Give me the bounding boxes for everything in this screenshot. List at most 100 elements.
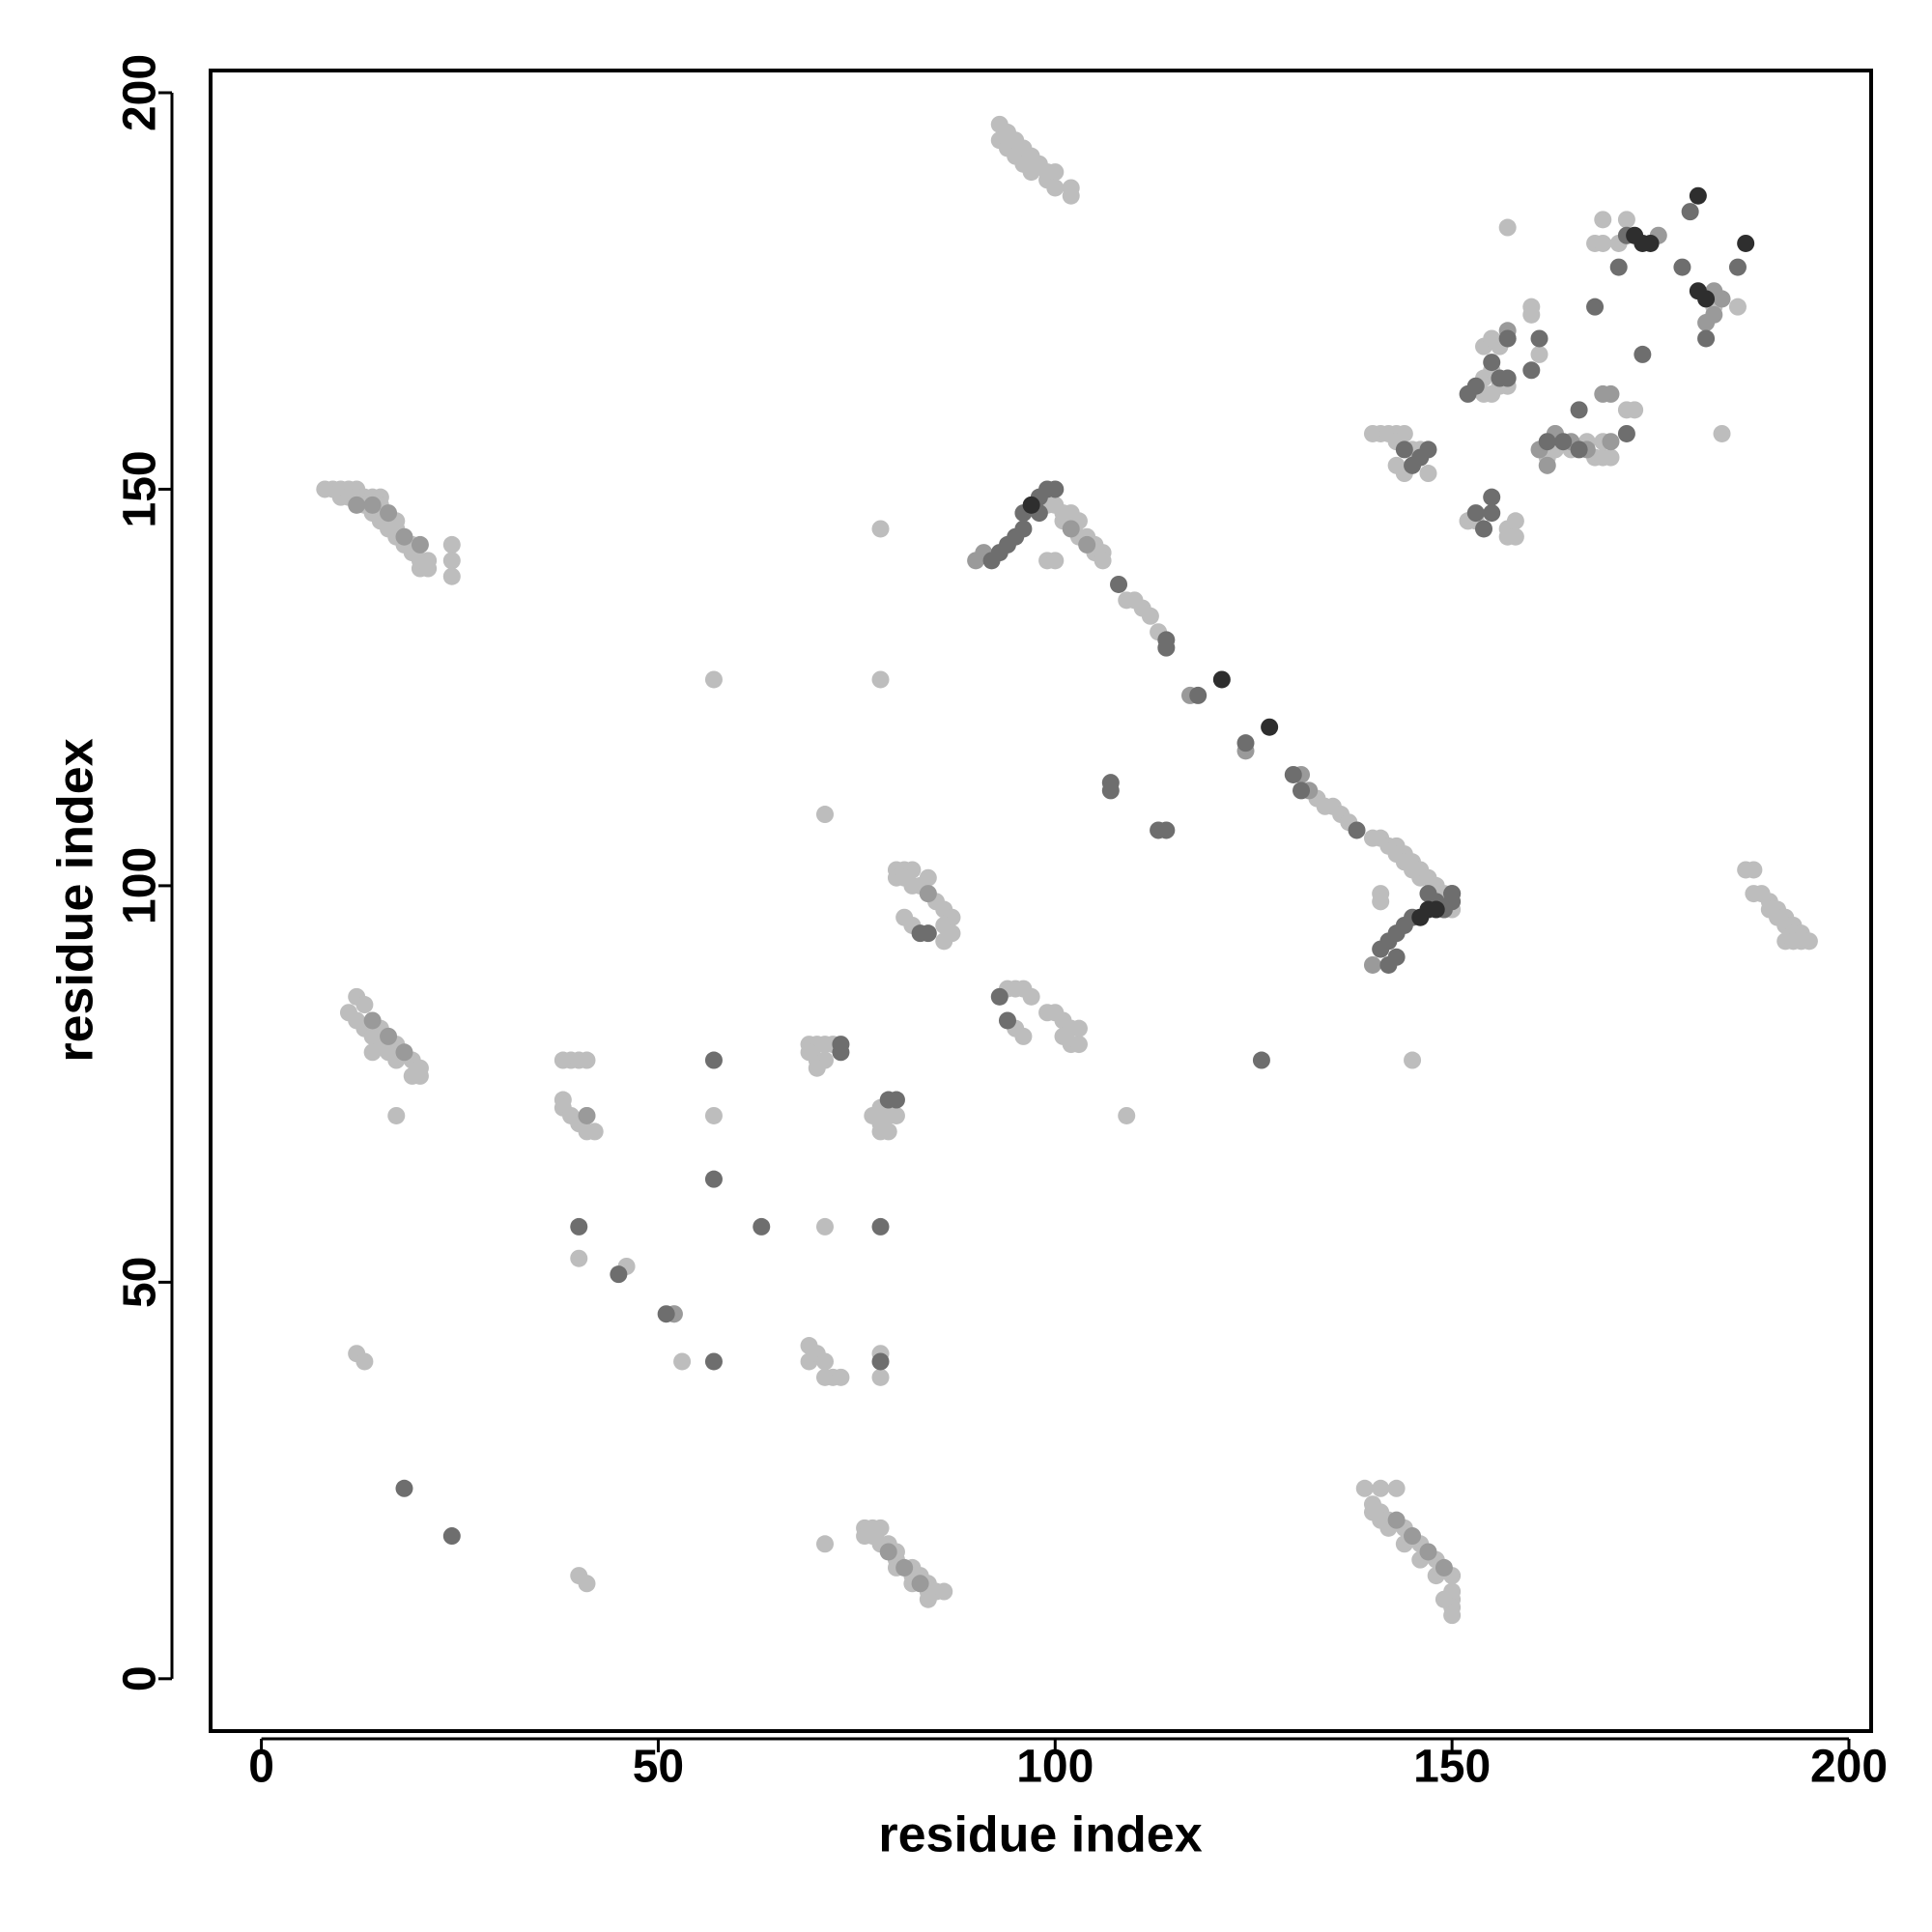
plot-frame bbox=[209, 69, 1873, 1733]
point bbox=[578, 1106, 596, 1124]
point bbox=[871, 1217, 890, 1236]
point bbox=[1293, 781, 1311, 800]
point bbox=[895, 1558, 914, 1577]
point bbox=[1443, 1606, 1462, 1625]
point bbox=[871, 520, 890, 538]
point bbox=[1387, 1479, 1406, 1497]
point bbox=[704, 1106, 723, 1124]
point bbox=[832, 1043, 850, 1062]
point bbox=[753, 1217, 771, 1236]
x-tick-label: 200 bbox=[1810, 1742, 1888, 1793]
point bbox=[395, 527, 413, 546]
x-axis-title: residue index bbox=[878, 1807, 1202, 1863]
point bbox=[1157, 639, 1176, 657]
point bbox=[1728, 258, 1747, 276]
point bbox=[1697, 314, 1716, 332]
point bbox=[1681, 203, 1699, 221]
point bbox=[919, 924, 937, 943]
point bbox=[1419, 465, 1437, 483]
point bbox=[1673, 258, 1691, 276]
point bbox=[1189, 686, 1208, 704]
y-tick-label: 150 bbox=[115, 450, 166, 527]
point bbox=[570, 1217, 588, 1236]
point bbox=[1697, 290, 1716, 308]
point bbox=[1466, 504, 1485, 523]
point bbox=[442, 552, 461, 570]
point bbox=[1387, 1511, 1406, 1529]
point bbox=[395, 1479, 413, 1497]
point bbox=[1363, 1495, 1381, 1514]
point bbox=[578, 1575, 596, 1593]
point bbox=[1062, 520, 1080, 538]
point bbox=[363, 1011, 382, 1030]
point bbox=[1538, 456, 1556, 474]
point bbox=[871, 1122, 890, 1141]
point bbox=[1498, 329, 1517, 348]
point bbox=[1554, 433, 1573, 451]
point bbox=[442, 567, 461, 585]
point bbox=[1022, 987, 1040, 1006]
point bbox=[1419, 1543, 1437, 1561]
point bbox=[1046, 179, 1065, 197]
point bbox=[1014, 1027, 1033, 1045]
point bbox=[1069, 1019, 1088, 1037]
y-tick-label: 100 bbox=[115, 847, 166, 924]
point bbox=[411, 535, 429, 554]
point bbox=[411, 1066, 429, 1085]
point bbox=[1046, 163, 1065, 182]
point bbox=[1641, 234, 1660, 252]
point bbox=[1498, 218, 1517, 237]
point bbox=[704, 1051, 723, 1069]
point bbox=[935, 1582, 953, 1601]
point bbox=[1236, 734, 1255, 753]
point bbox=[1570, 440, 1588, 459]
point bbox=[1713, 424, 1731, 442]
point bbox=[1427, 900, 1445, 919]
point bbox=[815, 1535, 834, 1553]
point bbox=[585, 1122, 604, 1141]
point bbox=[815, 1217, 834, 1236]
point bbox=[380, 504, 398, 523]
point bbox=[1387, 948, 1406, 966]
x-tick-label: 150 bbox=[1413, 1742, 1491, 1793]
point bbox=[1141, 607, 1159, 625]
point bbox=[395, 1043, 413, 1062]
point bbox=[1395, 440, 1413, 459]
point bbox=[1483, 504, 1501, 523]
point bbox=[1784, 932, 1803, 951]
point bbox=[1435, 1590, 1453, 1608]
point bbox=[871, 1368, 890, 1386]
point bbox=[1014, 520, 1033, 538]
point bbox=[815, 1352, 834, 1371]
point bbox=[704, 670, 723, 689]
point bbox=[935, 932, 953, 951]
x-tick-label: 50 bbox=[633, 1742, 684, 1793]
point bbox=[1570, 401, 1588, 419]
point bbox=[1594, 234, 1612, 252]
point bbox=[1617, 424, 1635, 442]
point bbox=[1594, 384, 1612, 403]
point bbox=[1443, 885, 1462, 903]
point bbox=[1745, 861, 1763, 879]
point bbox=[815, 806, 834, 824]
point bbox=[919, 885, 937, 903]
point bbox=[704, 1352, 723, 1371]
point bbox=[1157, 821, 1176, 839]
point bbox=[1602, 433, 1620, 451]
point bbox=[1094, 552, 1112, 570]
point bbox=[990, 987, 1009, 1006]
point bbox=[1252, 1051, 1270, 1069]
point bbox=[1261, 718, 1279, 736]
point bbox=[1372, 1511, 1390, 1529]
point bbox=[1062, 186, 1080, 205]
point bbox=[657, 1305, 675, 1323]
y-tick-label: 200 bbox=[115, 54, 166, 131]
point bbox=[1212, 670, 1231, 689]
point bbox=[1404, 1051, 1422, 1069]
point bbox=[1404, 456, 1422, 474]
point bbox=[1728, 298, 1747, 316]
point bbox=[419, 559, 438, 578]
point bbox=[1046, 552, 1065, 570]
